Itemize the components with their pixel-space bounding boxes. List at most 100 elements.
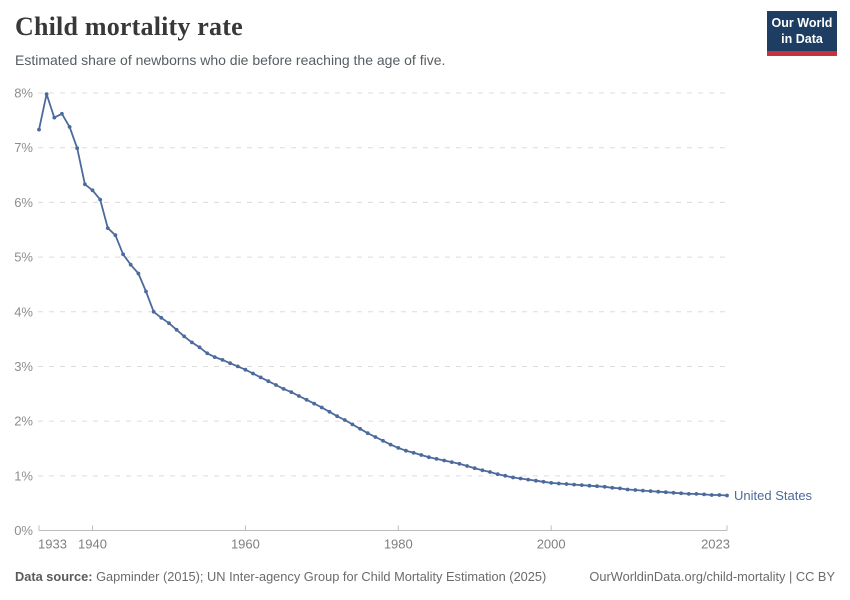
data-point [251,371,255,376]
x-axis-tick-label: 1933 [38,537,67,552]
owid-logo[interactable]: Our World in Data [767,11,837,56]
data-point [427,455,431,460]
data-point [579,483,584,487]
data-point [503,473,508,478]
data-point [182,334,187,339]
data-point [327,409,332,414]
data-point [472,466,477,471]
y-axis-tick-label: 0% [14,523,33,538]
data-point [404,448,408,453]
data-point [442,458,447,463]
data-point [243,367,248,372]
data-point [373,435,378,439]
data-point [67,125,72,129]
data-point [633,488,638,492]
data-point [663,490,668,495]
data-point [725,493,729,498]
data-source-value: Gapminder (2015); UN Inter-agency Group … [92,569,547,584]
footer-link[interactable]: OurWorldinData.org/child-mortality | CC … [589,569,835,584]
data-point [174,327,179,332]
y-axis-tick-label: 4% [14,304,33,319]
data-point [151,309,156,314]
data-point [105,226,110,231]
data-point [350,422,355,427]
data-point [75,146,80,151]
data-point [98,197,103,202]
data-point [220,358,225,362]
data-point [457,461,462,466]
data-point [488,470,492,474]
data-source: Data source: Gapminder (2015); UN Inter-… [15,569,546,584]
x-axis-tick-label: 1940 [78,537,107,552]
data-point [564,482,569,486]
data-point [388,442,393,447]
y-axis-tick-label: 8% [14,86,33,101]
data-point [534,478,538,483]
data-point [358,426,362,431]
data-point [136,271,141,276]
data-point [610,485,615,490]
data-point [304,397,309,402]
data-point [434,457,439,461]
data-point [549,481,554,485]
x-axis-tick-label: 2023 [701,537,730,552]
data-point [465,464,469,468]
data-point [518,476,523,481]
data-point [44,92,49,96]
data-point [281,387,286,391]
data-point [37,127,41,132]
data-point [480,468,485,473]
data-series-line [38,93,728,497]
data-point [602,484,607,489]
data-point [641,488,645,493]
data-point [709,493,714,497]
data-point [671,490,676,495]
y-axis-tick-label: 7% [14,140,33,155]
data-point [526,477,531,482]
data-point [702,492,706,497]
x-axis-tick-label: 1980 [384,537,413,552]
x-axis-tick-label: 2000 [537,537,566,552]
data-point [159,315,164,320]
data-point [319,405,324,410]
data-point [686,492,691,496]
data-point [656,489,661,494]
x-axis-tick-label: 1960 [231,537,260,552]
data-point [419,453,424,457]
data-point [717,493,722,497]
chart-subtitle: Estimated share of newborns who die befo… [15,52,446,68]
data-point [60,111,64,116]
data-point [679,491,683,496]
data-point [90,188,95,193]
data-point [618,486,622,491]
page-title: Child mortality rate [15,12,243,41]
data-point [190,340,194,345]
data-point [289,390,294,394]
data-point [83,182,87,187]
y-axis-tick-label: 2% [14,414,33,429]
data-point [205,351,210,356]
data-point [449,460,454,464]
data-point [235,364,240,369]
data-point [274,383,278,387]
data-point [572,482,576,487]
data-point [396,446,401,450]
data-source-label: Data source: [15,569,93,584]
data-point [411,450,416,455]
y-axis-tick-label: 6% [14,195,33,210]
data-point [121,252,125,257]
data-point [128,262,133,267]
data-point [52,115,57,120]
data-point [297,394,301,398]
y-axis-tick-label: 1% [14,468,33,483]
owid-logo-line1: Our World [771,16,833,30]
data-point [266,379,271,384]
data-point [342,418,347,422]
chart-footer: Data source: Gapminder (2015); UN Inter-… [15,569,835,584]
data-point [511,475,515,480]
data-point [258,375,263,380]
data-point [556,481,561,486]
data-point [144,289,148,294]
data-point [167,321,171,326]
